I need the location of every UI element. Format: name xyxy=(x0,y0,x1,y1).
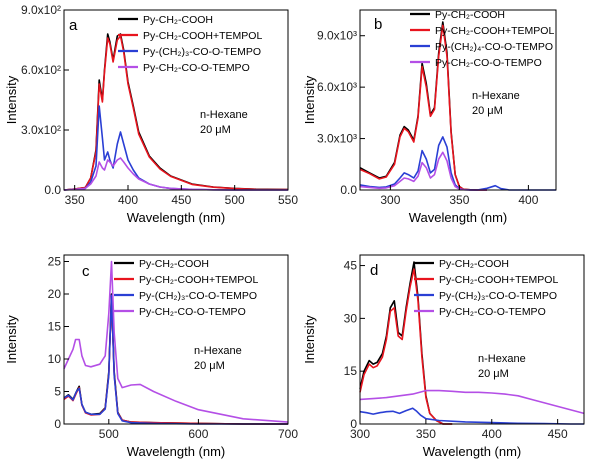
series-line-d-3 xyxy=(359,389,585,415)
series-line-d-2 xyxy=(359,407,584,425)
legend-entry-d-1: Py-CH₂-COOH+TEMPOL xyxy=(439,274,558,286)
y-tick-label-c-2: 10 xyxy=(48,352,62,366)
x-tick-label-a-3: 500 xyxy=(225,193,245,207)
legend-entry-b-0: Py-CH₂-COOH xyxy=(435,9,505,21)
y-tick-label-d-3: 45 xyxy=(344,259,358,273)
series-line-d-0 xyxy=(359,261,453,425)
y-tick-label-a-2: 6.0x10² xyxy=(21,63,61,77)
x-tick-label-d-0: 300 xyxy=(350,427,370,441)
x-tick-label-d-2: 400 xyxy=(482,427,502,441)
x-tick-label-d-3: 450 xyxy=(548,427,568,441)
x-tick-label-c-1: 600 xyxy=(188,427,208,441)
series-line-a-3 xyxy=(63,157,288,191)
annotation-b-1: 20 μM xyxy=(472,105,503,117)
x-tick-label-a-1: 400 xyxy=(118,193,138,207)
y-axis-label-a: Intensity xyxy=(4,75,19,124)
x-tick-label-c-0: 500 xyxy=(99,427,119,441)
x-tick-label-b-1: 350 xyxy=(449,193,469,207)
panel-letter-c: c xyxy=(82,263,90,280)
plot-frame-d xyxy=(359,254,585,425)
plot-frame-b xyxy=(359,9,557,191)
panel-letter-a: a xyxy=(69,17,78,34)
plot-frame-a xyxy=(63,9,289,191)
x-axis-label-d: Wavelength (nm) xyxy=(423,444,522,459)
x-tick-label-a-4: 550 xyxy=(278,193,298,207)
series-line-b-3 xyxy=(359,151,487,191)
y-axis-label-c: Intensity xyxy=(4,315,19,364)
y-tick-label-a-0: 0.0 xyxy=(44,183,61,197)
series-line-c-3 xyxy=(63,260,289,423)
legend-entry-c-0: Py-CH₂-COOH xyxy=(139,258,209,270)
legend-entry-b-3: Py-CH₂-CO-O-TEMPO xyxy=(435,57,542,69)
y-tick-label-d-2: 30 xyxy=(344,311,358,325)
y-tick-label-d-1: 15 xyxy=(344,364,358,378)
panel-letter-d: d xyxy=(370,262,378,279)
legend-entry-d-2: Py-(CH₂)₃-CO-O-TEMPO xyxy=(439,290,557,302)
legend-entry-c-1: Py-CH₂-COOH+TEMPOL xyxy=(139,274,258,286)
series-line-b-1 xyxy=(359,24,487,191)
y-tick-label-b-0: 0.0 xyxy=(340,183,357,197)
annotation-a-0: n-Hexane xyxy=(200,109,248,121)
legend-entry-b-2: Py-(CH₂)₄-CO-O-TEMPO xyxy=(435,41,553,53)
y-tick-label-c-4: 20 xyxy=(48,287,62,301)
y-tick-label-b-1: 3.0x10³ xyxy=(317,132,357,146)
legend-entry-b-1: Py-CH₂-COOH+TEMPOL xyxy=(435,25,554,37)
y-tick-label-a-3: 9.0x10² xyxy=(21,3,61,17)
legend-entry-c-2: Py-(CH₂)₃-CO-O-TEMPO xyxy=(139,290,257,302)
legend-entry-c-3: Py-CH₂-CO-O-TEMPO xyxy=(139,306,246,318)
annotation-c-0: n-Hexane xyxy=(194,345,242,357)
y-tick-label-c-5: 25 xyxy=(48,255,62,269)
plot-frame-c xyxy=(63,254,289,425)
series-line-c-2 xyxy=(63,294,288,425)
legend-entry-a-1: Py-CH₂-COOH+TEMPOL xyxy=(143,30,262,42)
legend-entry-d-3: Py-CH₂-CO-O-TEMPO xyxy=(439,306,546,318)
panel-a: 350 400 450 500 550 0.0 3.0x10² 6.0x10² 9.0x10² W… xyxy=(4,3,298,225)
y-tick-label-b-2: 6.0x10³ xyxy=(317,80,357,94)
x-axis-label-c: Wavelength (nm) xyxy=(127,444,226,459)
series-line-b-2 xyxy=(359,136,556,191)
y-tick-label-c-1: 5 xyxy=(54,385,61,399)
x-tick-label-d-1: 350 xyxy=(416,427,436,441)
y-axis-label-d: Intensity xyxy=(302,315,317,364)
y-tick-label-c-3: 15 xyxy=(48,320,62,334)
series-line-d-1 xyxy=(359,268,453,425)
x-tick-label-a-2: 450 xyxy=(171,193,191,207)
x-axis-label-a: Wavelength (nm) xyxy=(127,210,226,225)
y-tick-label-a-1: 3.0x10² xyxy=(21,123,61,137)
annotation-d-1: 20 μM xyxy=(478,368,509,380)
x-tick-label-a-0: 350 xyxy=(65,193,85,207)
panel-letter-b: b xyxy=(374,16,382,33)
panel-d: 300 350 400 450 0 15 30 45 Wavelength (nm) Intens… xyxy=(302,254,585,459)
legend-entry-a-2: Py-(CH₂)₃-CO-O-TEMPO xyxy=(143,46,261,58)
legend-entry-a-0: Py-CH₂-COOH xyxy=(143,14,213,26)
x-axis-label-b: Wavelength (nm) xyxy=(409,210,508,225)
panel-c: 500 600 700 0 5 10 15 20 25 Wavelength (nm) Intens… xyxy=(4,254,298,459)
y-axis-label-b: Intensity xyxy=(302,75,317,124)
y-tick-label-d-0: 0 xyxy=(350,417,357,431)
annotation-c-1: 20 μM xyxy=(194,360,225,372)
annotation-b-0: n-Hexane xyxy=(472,90,520,102)
x-tick-label-c-2: 700 xyxy=(278,427,298,441)
y-tick-label-b-3: 9.0x10³ xyxy=(317,29,357,43)
legend-entry-d-0: Py-CH₂-COOH xyxy=(439,258,509,270)
legend-entry-a-3: Py-CH₂-CO-O-TEMPO xyxy=(143,62,250,74)
annotation-d-0: n-Hexane xyxy=(478,353,526,365)
x-tick-label-b-0: 300 xyxy=(380,193,400,207)
annotation-a-1: 20 μM xyxy=(200,124,231,136)
x-tick-label-b-2: 400 xyxy=(518,193,538,207)
panel-b: 300 350 400 0.0 3.0x10³ 6.0x10³ 9.0x10³ Wavelen… xyxy=(302,9,557,225)
y-tick-label-c-0: 0 xyxy=(54,417,61,431)
